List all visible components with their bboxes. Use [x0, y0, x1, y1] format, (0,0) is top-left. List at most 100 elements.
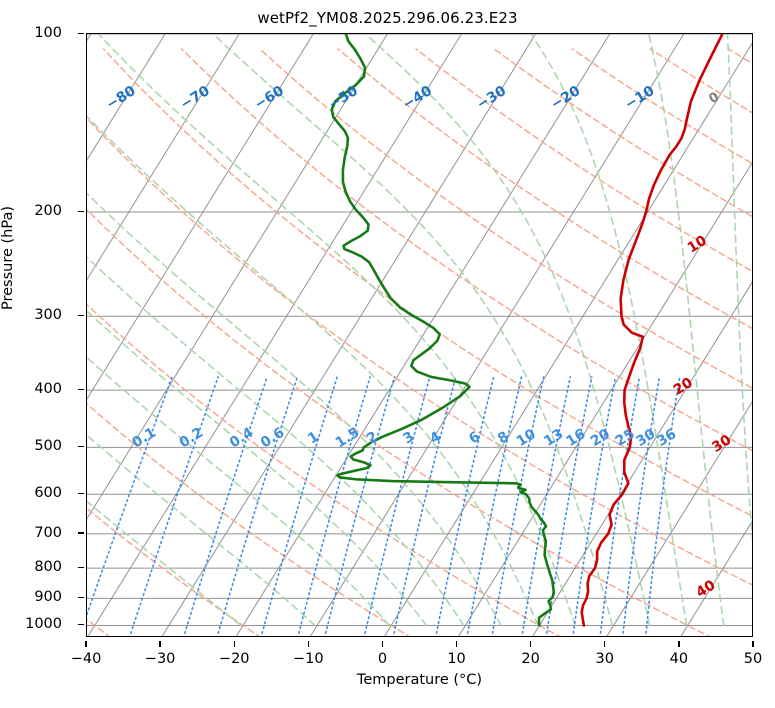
isotherm-label--40: −40 — [400, 83, 435, 113]
x-tickmark-20 — [530, 641, 532, 647]
dry-adiabat-60 — [87, 117, 752, 586]
y-tickmark-1000 — [78, 623, 84, 626]
y-tickmark-600 — [78, 492, 84, 495]
y-tick-900: 900 — [34, 589, 62, 606]
mixing-ratio-20 — [572, 376, 617, 636]
mixing-ratio-36 — [644, 376, 681, 636]
isotherm-label--20: −20 — [548, 83, 583, 113]
x-tickmark-40 — [678, 641, 680, 647]
x-tickmark--30 — [159, 641, 161, 647]
mixing-ratio-25 — [599, 376, 641, 636]
plot-area[interactable]: −80 −70 −60 −50 −40 −30 −20 −10 0 10 20 30 40 0.1 0.2 0… — [86, 33, 753, 637]
background-grid — [87, 34, 752, 636]
grid-labels: −80 −70 −60 −50 −40 −30 −20 −10 0 10 20 30 40 0.1 0.2 0… — [104, 83, 735, 601]
y-axis-ticks: 100 200 300 400 500 600 700 800 900 1000 — [0, 25, 84, 637]
dry-adiabat--20 — [87, 507, 260, 636]
mixing-ratio-0.6 — [216, 376, 299, 636]
dry-adiabat-200 — [571, 48, 752, 165]
mixing-ratio-label-16: 16 — [563, 426, 588, 450]
isotherm-label--80: −80 — [104, 83, 139, 113]
mixing-ratio-label-0.6: 0.6 — [258, 425, 288, 452]
mixing-ratio-label-1.5: 1.5 — [333, 425, 363, 452]
x-tick-10: 10 — [447, 651, 466, 667]
x-tickmark-0 — [381, 641, 384, 647]
mixing-ratio-30 — [621, 376, 661, 636]
moist-adiabat--10 — [87, 434, 316, 627]
mixing-ratio-label-2: 2 — [364, 429, 381, 448]
mixing-ratio-label-0.2: 0.2 — [177, 425, 207, 452]
mixing-ratio-0.4 — [183, 376, 268, 636]
dry-adiabat-80 — [102, 48, 752, 517]
isotherm-30 — [606, 401, 752, 636]
dry-adiabat-0 — [87, 403, 410, 636]
dry-adiabat-20 — [87, 303, 561, 636]
mixing-ratio-6 — [435, 376, 495, 636]
x-tick--20: −20 — [218, 651, 250, 667]
isotherm-label--70: −70 — [178, 83, 213, 113]
y-tickmark-500 — [78, 445, 84, 448]
x-tick-0: 0 — [377, 651, 388, 667]
isotherm-label-40: 40 — [693, 577, 718, 601]
moist-adiabat-35 — [364, 34, 651, 627]
isotherm--60 — [87, 34, 314, 400]
mixing-ratio-label-0.1: 0.1 — [129, 425, 159, 452]
y-tick-300: 300 — [34, 307, 62, 324]
isotherm--40 — [87, 34, 462, 636]
mixing-ratio-label-8: 8 — [495, 429, 512, 448]
page-title: wetPf2_YM08.2025.296.06.23.E23 — [257, 9, 518, 27]
isotherm-label--10: −10 — [622, 83, 657, 113]
mixing-ratio-0.2 — [129, 376, 219, 636]
dry-adiabat-160 — [415, 48, 752, 272]
y-tick-100: 100 — [34, 25, 62, 41]
mixing-ratio-13 — [521, 376, 572, 636]
x-tick-40: 40 — [669, 651, 689, 667]
moist-adiabat--20 — [87, 500, 242, 627]
moist-adiabat-30 — [212, 34, 614, 627]
x-axis-label: Temperature (°C) — [356, 672, 483, 688]
y-tick-400: 400 — [34, 381, 62, 398]
mixing-ratio-label-20: 20 — [588, 426, 613, 450]
x-tickmark--20 — [233, 641, 235, 647]
y-tickmark-300 — [78, 314, 84, 316]
mixing-ratio-8 — [466, 376, 523, 636]
mixing-ratio-label-36: 36 — [654, 426, 679, 450]
y-tickmark-200 — [78, 210, 84, 212]
x-tickmark--40 — [85, 641, 87, 647]
x-axis-ticks: −40 −30 −20 −10 0 10 20 30 40 50 — [71, 641, 762, 669]
mixing-ratio-label-3: 3 — [400, 429, 417, 448]
mixing-ratio-label-4: 4 — [427, 429, 444, 448]
isotherm-label--30: −30 — [474, 83, 509, 113]
isotherm-label--50: −50 — [326, 83, 361, 113]
y-tick-1000: 1000 — [25, 616, 62, 633]
x-tickmark-30 — [604, 641, 606, 647]
moist-adiabat-5 — [87, 310, 428, 627]
x-tick--30: −30 — [144, 651, 176, 667]
mixing-ratio-label-0.4: 0.4 — [227, 425, 257, 452]
x-tickmark-50 — [752, 641, 754, 647]
isotherm-label-0: 0 — [706, 90, 722, 108]
moist-adiabat-10 — [87, 256, 465, 627]
isotherm--70 — [87, 34, 240, 281]
isotherm--10 — [309, 34, 685, 636]
isotherm-label--60: −60 — [252, 83, 287, 113]
isotherm--30 — [161, 34, 537, 636]
mixing-ratio-label-10: 10 — [514, 426, 539, 450]
mixing-ratio-0.1 — [87, 376, 173, 617]
sounding-curves — [330, 34, 724, 627]
y-tick-800: 800 — [34, 559, 62, 576]
isotherm-20 — [532, 281, 752, 636]
x-tick--10: −10 — [293, 651, 324, 667]
isotherm-40 — [680, 520, 752, 636]
y-tick-600: 600 — [34, 485, 62, 502]
moist-adiabat-20 — [87, 115, 539, 627]
mixing-ratio-2 — [324, 376, 396, 636]
mixing-ratio-label-6: 6 — [466, 429, 483, 448]
y-tickmark-800 — [78, 566, 84, 568]
y-tickmark-700 — [78, 532, 84, 534]
mixing-ratio-4 — [392, 376, 457, 636]
dry-adiabat-120 — [259, 48, 752, 389]
isotherm-label-10: 10 — [685, 232, 710, 256]
mixing-ratio-1.5 — [297, 376, 371, 636]
x-tick-50: 50 — [743, 651, 763, 667]
